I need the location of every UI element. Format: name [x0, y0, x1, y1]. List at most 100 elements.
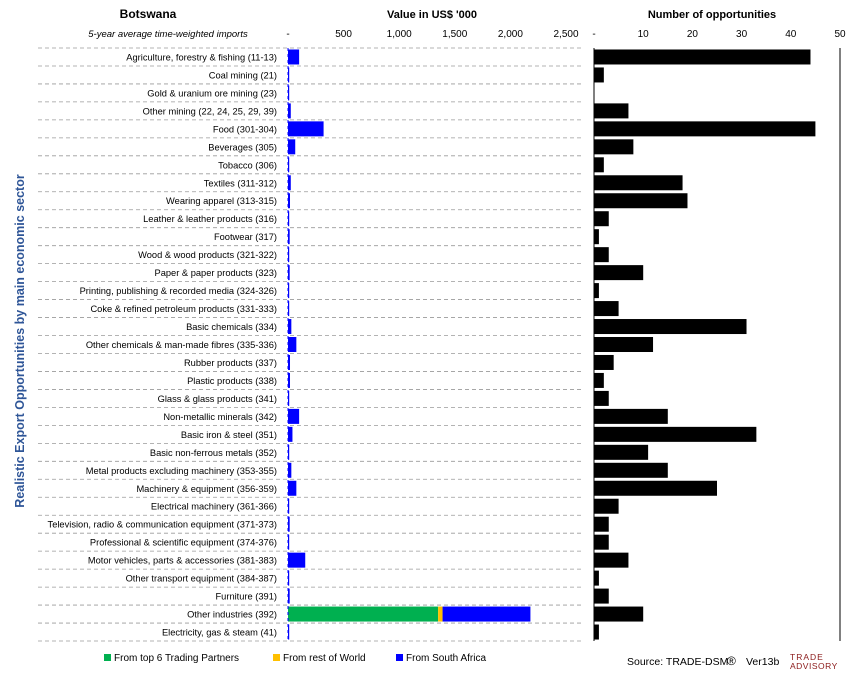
value-bar-south-africa [288, 624, 290, 640]
chart-subtitle: 5-year average time-weighted imports [88, 29, 248, 40]
category-label: Basic non-ferrous metals (352) [150, 448, 277, 458]
source-note: Source: TRADE-DSM [627, 656, 728, 668]
opportunity-bar [594, 247, 609, 263]
legend-item-rest-of-world: From rest of World [273, 653, 366, 664]
opportunities-tick-label: 30 [736, 29, 748, 40]
opportunities-tick-label: 40 [785, 29, 797, 40]
opportunity-bar [594, 121, 816, 137]
opportunity-bar [594, 49, 811, 65]
value-axis-tick-label: 2,000 [498, 29, 523, 40]
category-label: Machinery & equipment (356-359) [136, 484, 277, 494]
opportunity-bar [594, 175, 683, 191]
category-label: Glass & glass products (341) [158, 394, 277, 404]
opportunity-bar [594, 498, 619, 514]
category-label: Television, radio & communication equipm… [48, 520, 277, 530]
value-bar-south-africa [288, 139, 296, 155]
category-label: Motor vehicles, parts & accessories (381… [88, 556, 277, 566]
opportunity-bar [594, 103, 629, 119]
value-bar-south-africa [288, 211, 290, 227]
category-label: Furniture (391) [216, 592, 278, 602]
legend-item-south-africa: From South Africa [396, 653, 486, 664]
category-label: Textiles (311-312) [204, 178, 277, 188]
chart-title: Botswana [120, 7, 177, 21]
value-bar-south-africa [442, 606, 531, 622]
category-label: Other transport equipment (384-387) [126, 574, 277, 584]
opportunity-bar [594, 516, 609, 532]
opportunity-bar [594, 265, 644, 281]
value-bar-south-africa [288, 426, 293, 442]
value-bar-south-africa [288, 229, 290, 245]
opportunity-bar [594, 372, 604, 388]
category-label: Basic iron & steel (351) [181, 430, 277, 440]
value-bar-south-africa [288, 354, 291, 370]
opportunity-bar [594, 606, 644, 622]
opportunity-bar [594, 390, 609, 406]
legend-item-top6: From top 6 Trading Partners [104, 653, 239, 664]
opportunity-bar [594, 229, 599, 245]
category-label: Electrical machinery (361-366) [151, 502, 277, 512]
category-label: Other industries (392) [187, 610, 277, 620]
value-bar-south-africa [288, 301, 290, 317]
opportunity-bar [594, 193, 688, 209]
category-label: Paper & paper products (323) [155, 268, 277, 278]
category-label: Gold & uranium ore mining (23) [147, 88, 277, 98]
value-bar-south-africa [288, 175, 291, 191]
legend-swatch-south-africa [396, 654, 403, 661]
value-bar-top6 [288, 606, 439, 622]
value-bar-south-africa [288, 444, 290, 460]
legend-swatch-rest-of-world [273, 654, 280, 661]
category-label: Other chemicals & man-made fibres (335-3… [86, 340, 277, 350]
legend-label-south-africa: From South Africa [406, 653, 486, 664]
trade-advisory-logo: TRADE ADVISORY [790, 652, 837, 671]
category-label: Beverages (305) [208, 142, 277, 152]
value-bar-south-africa [288, 480, 297, 496]
category-label: Leather & leather products (316) [143, 214, 277, 224]
legend-swatch-top6 [104, 654, 111, 661]
category-label: Basic chemicals (334) [186, 322, 277, 332]
category-label: Non-metallic minerals (342) [163, 412, 277, 422]
opportunity-bar [594, 337, 654, 353]
value-axis-tick-label: 500 [335, 29, 352, 40]
opportunity-bar [594, 588, 609, 604]
opportunity-bar [594, 319, 747, 335]
category-label: Professional & scientific equipment (374… [90, 538, 277, 548]
opportunity-bar [594, 301, 619, 317]
category-label: Coal mining (21) [209, 70, 277, 80]
category-label: Plastic products (338) [187, 376, 277, 386]
category-label: Printing, publishing & recorded media (3… [80, 286, 277, 296]
value-bar-south-africa [288, 390, 290, 406]
category-label: Agriculture, forestry & fishing (11-13) [126, 52, 277, 62]
opportunity-bar [594, 534, 609, 550]
value-bar-south-africa [288, 67, 290, 83]
opportunity-bar [594, 462, 668, 478]
opportunities-tick-label: 10 [638, 29, 650, 40]
value-bar-south-africa [288, 552, 306, 568]
value-bar-south-africa [288, 570, 290, 586]
value-bar-south-africa [288, 319, 292, 335]
value-bar-south-africa [288, 85, 290, 101]
category-label: Tobacco (306) [218, 160, 277, 170]
value-axis-tick-label: 1,500 [442, 29, 467, 40]
value-axis-tick-label: - [286, 29, 289, 40]
value-bar-south-africa [288, 193, 291, 209]
value-axis-title: Value in US$ '000 [387, 9, 477, 21]
opportunity-bar [594, 624, 599, 640]
category-label: Food (301-304) [213, 124, 277, 134]
y-axis-title: Realistic Export Opportunities by main e… [13, 174, 27, 508]
category-label: Rubber products (337) [184, 358, 277, 368]
category-label: Other mining (22, 24, 25, 29, 39) [143, 106, 277, 116]
category-label: Electricity, gas & steam (41) [162, 628, 277, 638]
value-axis-tick-label: 1,000 [387, 29, 412, 40]
opportunity-bar [594, 426, 757, 442]
value-bar-south-africa [288, 498, 290, 514]
category-label: Metal products excluding machinery (353-… [86, 466, 277, 476]
opportunity-bar [594, 67, 604, 83]
opportunity-bar [594, 157, 604, 173]
value-bar-south-africa [288, 337, 297, 353]
opportunities-title: Number of opportunities [648, 9, 776, 21]
value-bar-south-africa [288, 534, 290, 550]
value-bar-south-africa [288, 462, 292, 478]
legend: From top 6 Trading Partners From rest of… [104, 653, 486, 664]
category-label: Coke & refined petroleum products (331-3… [90, 304, 277, 314]
